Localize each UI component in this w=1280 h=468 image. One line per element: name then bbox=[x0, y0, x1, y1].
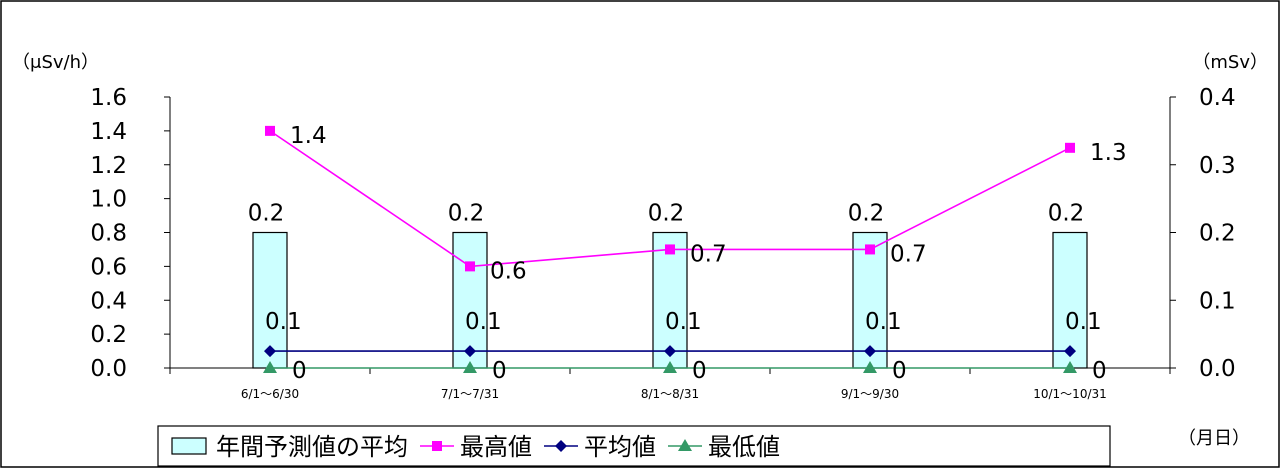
y-axis-right-unit: （mSv） bbox=[1192, 52, 1268, 73]
point-diamond bbox=[264, 345, 276, 358]
x-axis-unit: （月日） bbox=[1178, 428, 1250, 449]
data-label-diamond: 0.1 bbox=[265, 309, 302, 335]
bar-data-label: 0.2 bbox=[248, 201, 285, 227]
x-tick-label: 6/1～6/30 bbox=[241, 387, 299, 401]
y-left-tick-label: 1.0 bbox=[90, 187, 127, 213]
y-left-tick-label: 1.6 bbox=[90, 85, 127, 111]
legend-swatch-bar bbox=[171, 437, 207, 455]
y-left-tick-label: 0.2 bbox=[90, 322, 127, 348]
point-square bbox=[1065, 142, 1075, 153]
y-right-tick-label: 0.1 bbox=[1199, 288, 1236, 314]
x-tick-label: 7/1～7/31 bbox=[441, 387, 499, 401]
point-square bbox=[865, 244, 875, 255]
legend: 年間予測値の平均 最高値 平均値 最低値 bbox=[157, 425, 1111, 467]
data-label-triangle: 0 bbox=[292, 358, 307, 384]
data-labels: 0.2 0.2 0.2 0.2 0.2 1.4 0.6 0.7 0.7 1.3 0.1 0.1 0.1 0… bbox=[248, 123, 1127, 384]
bar-data-label: 0.2 bbox=[848, 201, 885, 227]
data-label-triangle: 0 bbox=[692, 358, 707, 384]
data-label-square: 0.6 bbox=[490, 258, 527, 284]
data-label-square: 0.7 bbox=[890, 241, 927, 267]
x-tick-label: 9/1～9/30 bbox=[841, 387, 899, 401]
y-right-tick-label: 0.4 bbox=[1199, 85, 1236, 111]
point-triangle bbox=[863, 361, 877, 373]
y-axis-left-unit: （μSv/h） bbox=[12, 52, 99, 73]
legend-label: 最低値 bbox=[708, 433, 780, 461]
legend-label: 年間予測値の平均 bbox=[216, 433, 408, 461]
y-left-tick-label: 0.6 bbox=[90, 254, 127, 280]
bar-series bbox=[252, 231, 1088, 369]
point-triangle bbox=[1063, 361, 1077, 373]
bar-data-label: 0.2 bbox=[1048, 201, 1085, 227]
data-label-diamond: 0.1 bbox=[865, 309, 902, 335]
y-left-tick-label: 0.4 bbox=[90, 288, 127, 314]
line-series bbox=[263, 125, 1077, 373]
data-label-diamond: 0.1 bbox=[465, 309, 502, 335]
y-right-tick-label: 0.2 bbox=[1199, 221, 1236, 247]
data-label-square: 1.4 bbox=[290, 123, 327, 149]
point-square bbox=[665, 244, 675, 255]
data-label-triangle: 0 bbox=[1092, 358, 1107, 384]
point-diamond bbox=[664, 345, 676, 358]
data-label-diamond: 0.1 bbox=[665, 309, 702, 335]
legend-label: 平均値 bbox=[584, 433, 656, 461]
data-label-diamond: 0.1 bbox=[1065, 309, 1102, 335]
x-tick-label: 10/1～10/31 bbox=[1033, 387, 1107, 401]
legend-marker bbox=[432, 441, 442, 451]
data-label-square: 0.7 bbox=[690, 241, 727, 267]
y-left-tick-label: 1.2 bbox=[90, 153, 127, 179]
point-triangle bbox=[263, 361, 277, 373]
x-tick-label: 8/1～8/31 bbox=[641, 387, 699, 401]
axes: 0.0 0.2 0.4 0.6 0.8 1.0 1.2 1.4 1.6 0.0 0.1 0.2 0.3 0… bbox=[90, 85, 1235, 401]
point-triangle bbox=[463, 361, 477, 373]
point-diamond bbox=[464, 345, 476, 358]
y-left-tick-label: 0.0 bbox=[90, 356, 127, 382]
data-label-triangle: 0 bbox=[492, 358, 507, 384]
point-triangle bbox=[663, 361, 677, 373]
legend-label: 最高値 bbox=[460, 433, 532, 461]
point-diamond bbox=[1064, 345, 1076, 358]
point-square bbox=[265, 125, 275, 136]
bar-data-label: 0.2 bbox=[448, 201, 485, 227]
y-left-tick-label: 0.8 bbox=[90, 221, 127, 247]
y-left-tick-label: 1.4 bbox=[90, 119, 127, 145]
data-label-triangle: 0 bbox=[892, 358, 907, 384]
y-right-tick-label: 0.0 bbox=[1199, 356, 1236, 382]
bar-data-label: 0.2 bbox=[648, 201, 685, 227]
point-diamond bbox=[864, 345, 876, 358]
legend-marker bbox=[678, 439, 692, 451]
y-right-tick-label: 0.3 bbox=[1199, 153, 1236, 179]
data-label-square: 1.3 bbox=[1090, 140, 1127, 166]
legend-box bbox=[157, 425, 1111, 467]
point-square bbox=[465, 261, 475, 272]
legend-marker bbox=[555, 440, 567, 452]
